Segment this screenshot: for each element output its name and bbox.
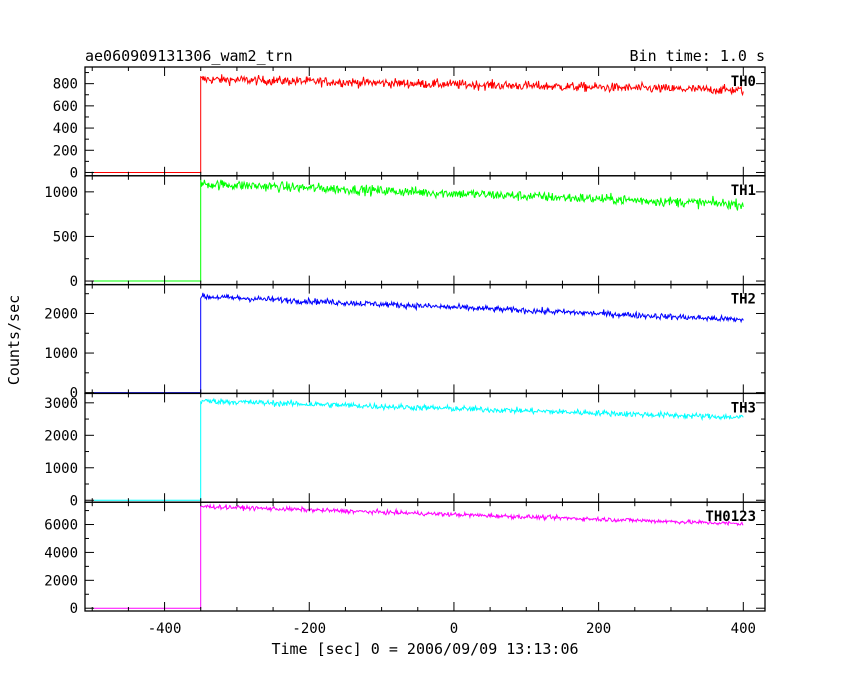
series-line-th0123: [93, 503, 744, 609]
chart-title: ae060909131306_wam2_trn: [85, 47, 293, 65]
y-tick-label: 0: [70, 386, 78, 402]
y-tick-label: 0: [70, 493, 78, 509]
panel-label-th1: TH1: [731, 183, 756, 199]
x-tick-label: -200: [292, 621, 326, 637]
panel-th1: 0 500 1000 TH1: [44, 175, 766, 290]
y-tick-label: 400: [53, 121, 78, 137]
panel-th2: 0 1000 2000 TH2: [44, 283, 766, 402]
y-tick-label: 800: [53, 77, 78, 93]
y-tick-label: 0: [70, 274, 78, 290]
panel-frame-th0123: [84, 501, 766, 612]
series-line-th1: [93, 179, 744, 282]
y-tick-label: 200: [53, 143, 78, 159]
y-tick-label: 1000: [44, 461, 78, 477]
series-line-th0: [93, 74, 744, 173]
y-tick-label: 3000: [44, 396, 78, 412]
y-tick-label: 6000: [44, 518, 78, 534]
y-tick-label: 4000: [44, 545, 78, 561]
panel-label-th0: TH0: [731, 74, 756, 90]
y-tick-label: 0: [70, 165, 78, 181]
y-tick-label: 1000: [44, 185, 78, 201]
y-axis-title: Counts/sec: [5, 295, 23, 385]
y-tick-label: 1000: [44, 346, 78, 362]
y-tick-label: 2000: [44, 306, 78, 322]
bin-time-label: Bin time: 1.0 s: [630, 47, 765, 65]
panel-frame-th2: [84, 283, 766, 395]
x-tick-label: -400: [148, 621, 182, 637]
panel-label-th2: TH2: [731, 292, 756, 308]
series-line-th3: [93, 397, 744, 501]
panel-frame-th3: [84, 392, 766, 503]
y-tick-label: 500: [53, 229, 78, 245]
y-tick-label: 0: [70, 601, 78, 617]
panel-th0123: 0 2000 4000 6000 TH0123: [44, 501, 766, 617]
x-tick-label: 200: [586, 621, 611, 637]
series-line-th2: [93, 292, 744, 394]
panel-label-th0123: TH0123: [705, 509, 756, 525]
y-tick-label: 2000: [44, 573, 78, 589]
panel-th0: 0 200 400 600 800 TH0: [53, 66, 766, 181]
x-axis-title: Time [sec] 0 = 2006/09/09 13:13:06: [271, 640, 578, 658]
panel-th3: 0 1000 2000 3000 TH3: [44, 392, 766, 509]
x-tick-label: 0: [450, 621, 458, 637]
x-tick-label: 400: [731, 621, 756, 637]
y-tick-label: 600: [53, 99, 78, 115]
y-tick-label: 2000: [44, 428, 78, 444]
panel-label-th3: TH3: [731, 400, 756, 416]
